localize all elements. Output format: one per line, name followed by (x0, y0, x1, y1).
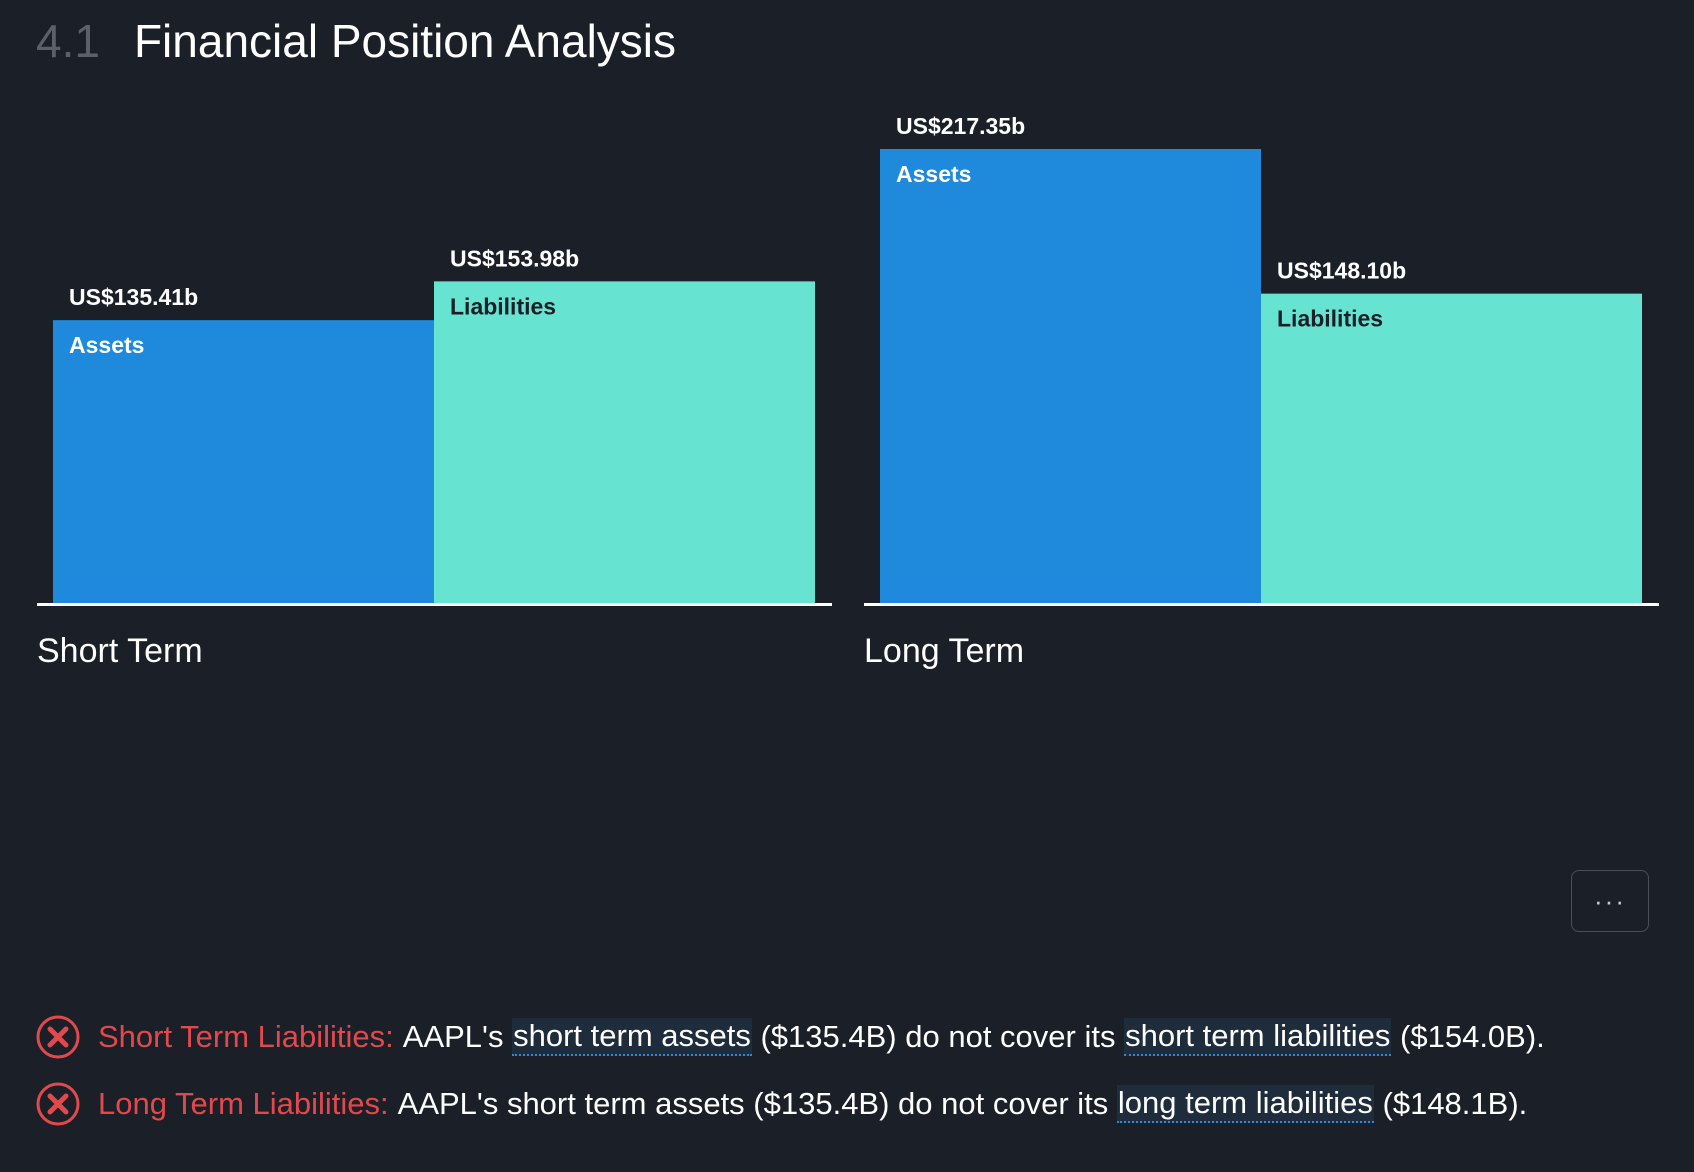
bar-value-label: US$217.35b (896, 113, 1025, 139)
section-title: Financial Position Analysis (133, 15, 677, 67)
check-text: AAPL's short term assets ($135.4B) do no… (397, 1086, 1109, 1121)
ellipsis-icon: ··· (1594, 885, 1626, 916)
bar-series-label: Assets (69, 332, 144, 358)
bar-short-term-assets (53, 320, 434, 603)
check-long-term-liabilities: Long Term Liabilities: AAPL's short term… (36, 1079, 1545, 1129)
check-text: AAPL's (402, 1019, 504, 1054)
bar-series-label: Liabilities (450, 293, 556, 319)
more-options-button[interactable]: ··· (1571, 870, 1649, 932)
category-label: Short Term (37, 632, 203, 670)
bar-value-label: US$135.41b (69, 284, 198, 310)
check-label: Long Term Liabilities: (98, 1086, 389, 1121)
category-label: Long Term (864, 632, 1024, 670)
term-link-long-term-liabilities[interactable]: long term liabilities (1116, 1085, 1374, 1123)
bar-series-label: Liabilities (1277, 306, 1383, 332)
bar-long-term-liabilities (1261, 293, 1642, 603)
bar-value-label: US$148.10b (1277, 258, 1406, 284)
bar-long-term-assets (880, 149, 1261, 603)
check-label: Short Term Liabilities: (98, 1019, 394, 1054)
check-text: ($135.4B) do not cover its (760, 1019, 1116, 1054)
check-text: ($148.1B). (1382, 1086, 1528, 1121)
term-link-short-term-assets[interactable]: short term assets (512, 1018, 752, 1056)
fail-x-icon (36, 1015, 80, 1059)
bar-short-term-liabilities (434, 281, 815, 603)
check-short-term-liabilities: Short Term Liabilities: AAPL's short ter… (36, 1012, 1545, 1062)
section-number: 4.1 (36, 15, 100, 67)
bar-series-label: Assets (896, 161, 971, 187)
section-header: 4.1 Financial Position Analysis (36, 14, 676, 68)
fail-x-icon (36, 1082, 80, 1126)
bar-value-label: US$153.98b (450, 245, 579, 271)
term-link-short-term-liabilities[interactable]: short term liabilities (1124, 1018, 1392, 1056)
check-text: ($154.0B). (1400, 1019, 1545, 1054)
risk-checks-list: Short Term Liabilities: AAPL's short ter… (36, 1012, 1545, 1146)
financial-position-chart: US$135.41b Assets US$153.98b Liabilities Sho… (37, 113, 1659, 670)
